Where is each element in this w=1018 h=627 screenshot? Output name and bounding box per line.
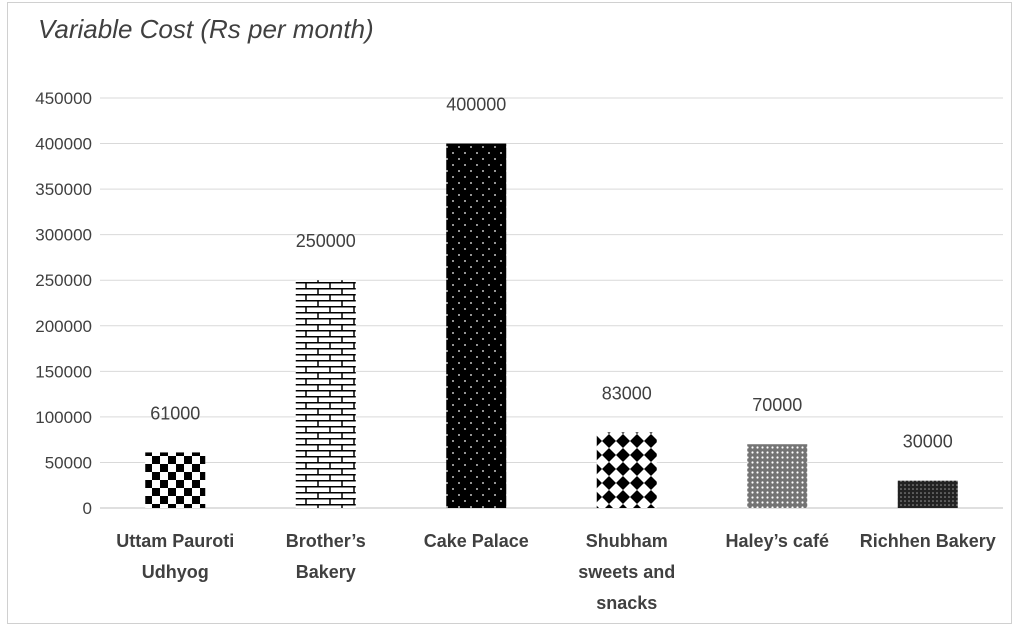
category-label-0: Uttam Pauroti Udhyog	[116, 531, 234, 582]
y-tick-label: 250000	[35, 271, 92, 290]
category-label-line: Cake Palace	[424, 531, 529, 551]
gridlines	[100, 97, 1003, 509]
data-labels: 61000 250000 400000 83000 70000 30000	[150, 95, 953, 452]
bars	[145, 143, 958, 509]
category-label-line: snacks	[596, 593, 657, 613]
category-label-3: Shubham sweets and snacks	[578, 531, 675, 613]
data-label-0: 61000	[150, 403, 200, 423]
category-label-line: Bakery	[296, 562, 356, 582]
y-tick-label: 450000	[35, 89, 92, 108]
category-label-line: sweets and	[578, 562, 675, 582]
bar-2	[446, 143, 507, 509]
category-label-line: Shubham	[586, 531, 668, 551]
y-tick-label: 150000	[35, 362, 92, 381]
bar-5	[897, 480, 958, 508]
bar-1	[295, 280, 356, 508]
category-label-line: Brother’s	[286, 531, 366, 551]
y-tick-label: 0	[83, 499, 92, 518]
y-tick-label: 50000	[45, 453, 92, 472]
category-label-1: Brother’s Bakery	[286, 531, 366, 582]
category-label-line: Richhen Bakery	[860, 531, 996, 551]
y-tick-label: 300000	[35, 226, 92, 245]
category-label-line: Haley’s café	[726, 531, 829, 551]
y-tick-label: 400000	[35, 135, 92, 154]
category-label-line: Uttam Pauroti	[116, 531, 234, 551]
bar-0	[145, 452, 206, 508]
category-label-5: Richhen Bakery	[860, 531, 996, 551]
chart-title: Variable Cost (Rs per month)	[38, 14, 374, 44]
data-label-5: 30000	[903, 432, 953, 452]
category-labels: Uttam Pauroti Udhyog Brother’s Bakery Cake P…	[116, 531, 996, 613]
chart-frame	[7, 2, 1012, 624]
category-label-2: Cake Palace	[424, 531, 529, 551]
bar-3	[596, 432, 657, 508]
y-tick-label: 200000	[35, 317, 92, 336]
category-label-line: Udhyog	[142, 562, 209, 582]
data-label-2: 400000	[446, 95, 506, 115]
data-label-3: 83000	[602, 383, 652, 403]
y-axis-ticks: 0 50000 100000 150000 200000 250000 300000 3500…	[35, 89, 92, 518]
category-label-4: Haley’s café	[726, 531, 829, 551]
y-tick-label: 350000	[35, 180, 92, 199]
bar-4	[747, 444, 808, 508]
data-label-4: 70000	[752, 395, 802, 415]
y-tick-label: 100000	[35, 408, 92, 427]
data-label-1: 250000	[296, 231, 356, 251]
